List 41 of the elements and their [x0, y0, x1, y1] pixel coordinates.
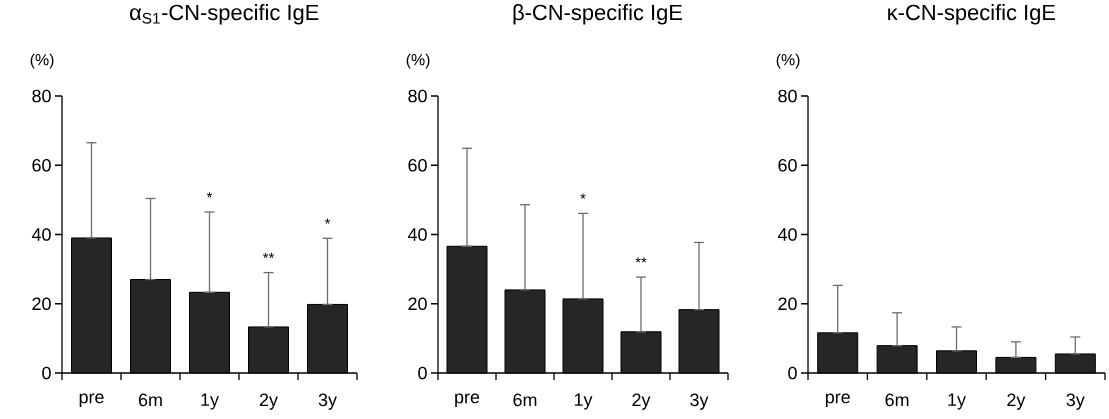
- y-tick-label: 60: [778, 158, 797, 172]
- y-tick-label: 20: [32, 297, 51, 311]
- chart-title: α$_{S1}$-CN-specific IgE: [130, 4, 319, 25]
- x-tick-label: 1y: [201, 393, 219, 410]
- x-tick-label: pre: [825, 393, 850, 407]
- x-tick-label: 2y: [632, 393, 651, 410]
- x-tick-label: 2y: [1007, 393, 1026, 410]
- x-tick-label: pre: [79, 393, 104, 407]
- y-tick-label: 40: [777, 228, 797, 241]
- y-tick-label: 40: [407, 228, 427, 241]
- x-tick-label: 6m: [513, 393, 537, 407]
- y-tick-label: 0: [42, 366, 51, 380]
- chart-title: β-CN-specific IgE: [513, 4, 682, 25]
- y-tick-label: 80: [778, 89, 797, 103]
- annotation: *: [206, 192, 213, 198]
- x-tick-label: 3y: [690, 393, 709, 410]
- annotation: *: [580, 193, 586, 199]
- y-axis-title: (%): [776, 53, 800, 69]
- annotation: *: [324, 218, 331, 224]
- x-tick-label: 1y: [948, 393, 966, 410]
- x-tick-label: pre: [455, 393, 480, 407]
- y-axis-title: (%): [406, 53, 430, 69]
- y-tick-label: 60: [32, 158, 51, 172]
- x-tick-label: 2y: [259, 393, 278, 410]
- y-tick-label: 60: [408, 158, 427, 172]
- y-axis-title: (%): [30, 53, 54, 69]
- annotation: **: [635, 257, 647, 263]
- annotation: **: [262, 252, 275, 259]
- y-tick-label: 80: [408, 89, 427, 103]
- y-tick-label: 20: [408, 297, 427, 311]
- y-tick-label: 80: [32, 89, 51, 103]
- x-tick-label: 1y: [574, 393, 593, 410]
- x-tick-label: 6m: [138, 393, 162, 407]
- y-tick-label: 20: [778, 297, 797, 311]
- x-tick-label: 6m: [885, 393, 909, 407]
- y-tick-label: 0: [788, 366, 797, 380]
- y-tick-label: 40: [31, 228, 51, 241]
- chart-title: κ-CN-specific IgE: [888, 4, 1056, 25]
- x-tick-label: 3y: [1066, 393, 1085, 410]
- y-tick-label: 0: [418, 366, 427, 380]
- x-tick-label: 3y: [318, 393, 337, 410]
